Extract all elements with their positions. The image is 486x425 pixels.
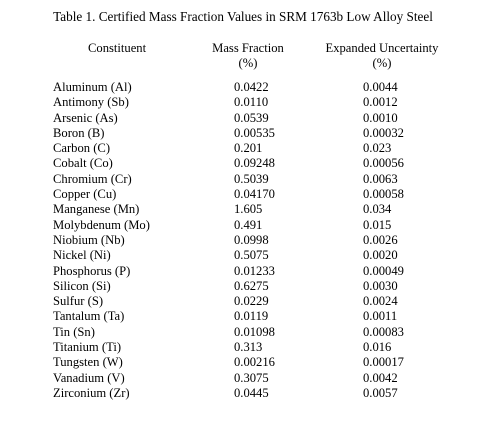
cell-constituent: Carbon (C) — [53, 141, 111, 156]
column-header-expanded-uncertainty-unit: (%) — [372, 56, 392, 70]
column-header-expanded-uncertainty-label: Expanded Uncertainty — [325, 41, 439, 55]
cell-constituent: Tungsten (W) — [53, 355, 123, 370]
cell-constituent: Boron (B) — [53, 125, 105, 140]
cell-mass-fraction: 0.04170 — [234, 187, 275, 202]
table-row: Boron (B) 0.00535 0.00032 — [0, 126, 486, 141]
table-row: Manganese (Mn) 1.605 0.034 — [0, 202, 486, 217]
cell-mass-fraction: 0.3075 — [234, 370, 269, 385]
table-caption: Table 1. Certified Mass Fraction Values … — [53, 9, 433, 24]
cell-constituent: Copper (Cu) — [53, 187, 117, 202]
cell-constituent: Antimony (Sb) — [53, 95, 129, 110]
table-row: Vanadium (V) 0.3075 0.0042 — [0, 371, 486, 386]
cell-mass-fraction: 0.09248 — [234, 156, 275, 171]
table-row: Carbon (C) 0.201 0.023 — [0, 141, 486, 156]
cell-constituent: Vanadium (V) — [53, 370, 125, 385]
cell-mass-fraction: 0.01098 — [234, 324, 275, 339]
cell-expanded-uncertainty: 0.00058 — [363, 187, 404, 202]
cell-expanded-uncertainty: 0.00032 — [363, 125, 404, 140]
cell-expanded-uncertainty: 0.0042 — [363, 370, 398, 385]
cell-constituent: Molybdenum (Mo) — [53, 217, 150, 232]
cell-constituent: Sulfur (S) — [53, 294, 104, 309]
cell-expanded-uncertainty: 0.00056 — [363, 156, 404, 171]
cell-constituent: Arsenic (As) — [53, 110, 118, 125]
table-row: Silicon (Si) 0.6275 0.0030 — [0, 279, 486, 294]
table-row: Tungsten (W) 0.00216 0.00017 — [0, 355, 486, 370]
cell-constituent: Silicon (Si) — [53, 278, 111, 293]
cell-mass-fraction: 0.201 — [234, 141, 263, 156]
cell-constituent: Aluminum (Al) — [53, 80, 132, 94]
cell-constituent: Tin (Sn) — [53, 324, 95, 339]
table-row: Tantalum (Ta) 0.0119 0.0011 — [0, 309, 486, 324]
column-header-mass-fraction-unit: (%) — [238, 56, 258, 70]
cell-expanded-uncertainty: 0.00017 — [363, 355, 404, 370]
cell-mass-fraction: 0.0110 — [234, 95, 269, 110]
table-row: Niobium (Nb) 0.0998 0.0026 — [0, 233, 486, 248]
cell-mass-fraction: 0.00535 — [234, 125, 275, 140]
cell-mass-fraction: 0.0998 — [234, 232, 269, 247]
cell-expanded-uncertainty: 0.0044 — [363, 80, 398, 94]
cell-mass-fraction: 0.00216 — [234, 355, 275, 370]
table-row: Copper (Cu) 0.04170 0.00058 — [0, 187, 486, 202]
table-row: Zirconium (Zr) 0.0445 0.0057 — [0, 386, 486, 401]
cell-expanded-uncertainty: 0.023 — [363, 141, 392, 156]
cell-constituent: Phosphorus (P) — [53, 263, 131, 278]
cell-mass-fraction: 0.6275 — [234, 278, 269, 293]
cell-constituent: Zirconium (Zr) — [53, 385, 130, 400]
cell-constituent: Chromium (Cr) — [53, 171, 132, 186]
table-row: Antimony (Sb) 0.0110 0.0012 — [0, 95, 486, 110]
table-row: Aluminum (Al) 0.0422 0.0044 — [0, 80, 486, 95]
cell-expanded-uncertainty: 0.0026 — [363, 232, 398, 247]
cell-expanded-uncertainty: 0.0030 — [363, 278, 398, 293]
table-row: Phosphorus (P) 0.01233 0.00049 — [0, 264, 486, 279]
cell-expanded-uncertainty: 0.015 — [363, 217, 392, 232]
cell-expanded-uncertainty: 0.016 — [363, 340, 392, 355]
cell-expanded-uncertainty: 0.00083 — [363, 324, 404, 339]
cell-mass-fraction: 0.0119 — [234, 309, 269, 324]
table-row: Chromium (Cr) 0.5039 0.0063 — [0, 172, 486, 187]
table-row: Sulfur (S) 0.0229 0.0024 — [0, 294, 486, 309]
table-row: Molybdenum (Mo) 0.491 0.015 — [0, 218, 486, 233]
cell-constituent: Cobalt (Co) — [53, 156, 113, 171]
table-row: Tin (Sn) 0.01098 0.00083 — [0, 325, 486, 340]
cell-expanded-uncertainty: 0.00049 — [363, 263, 404, 278]
cell-mass-fraction: 0.01233 — [234, 263, 275, 278]
cell-expanded-uncertainty: 0.0011 — [363, 309, 398, 324]
cell-mass-fraction: 0.491 — [234, 217, 263, 232]
cell-expanded-uncertainty: 0.0020 — [363, 248, 398, 263]
cell-constituent: Nickel (Ni) — [53, 248, 111, 263]
cell-constituent: Manganese (Mn) — [53, 202, 140, 217]
column-header-expanded-uncertainty: Expanded Uncertainty (%) — [320, 41, 444, 71]
cell-constituent: Niobium (Nb) — [53, 232, 125, 247]
column-header-constituent: Constituent — [88, 41, 147, 55]
cell-mass-fraction: 0.0445 — [234, 385, 269, 400]
cell-expanded-uncertainty: 0.0063 — [363, 171, 398, 186]
table-row: Cobalt (Co) 0.09248 0.00056 — [0, 156, 486, 171]
cell-mass-fraction: 0.313 — [234, 340, 263, 355]
column-header-mass-fraction: Mass Fraction (%) — [210, 41, 286, 71]
cell-constituent: Titanium (Ti) — [53, 340, 122, 355]
cell-mass-fraction: 0.0229 — [234, 294, 269, 309]
table-body: Aluminum (Al) 0.0422 0.0044 Antimony (Sb) 0.… — [0, 80, 486, 401]
table-row: Arsenic (As) 0.0539 0.0010 — [0, 111, 486, 126]
cell-mass-fraction: 1.605 — [234, 202, 263, 217]
cell-mass-fraction: 0.5075 — [234, 248, 269, 263]
cell-expanded-uncertainty: 0.034 — [363, 202, 392, 217]
cell-mass-fraction: 0.0539 — [234, 110, 269, 125]
cell-mass-fraction: 0.5039 — [234, 171, 269, 186]
table-row: Nickel (Ni) 0.5075 0.0020 — [0, 248, 486, 263]
cell-expanded-uncertainty: 0.0010 — [363, 110, 398, 125]
cell-constituent: Tantalum (Ta) — [53, 309, 125, 324]
cell-expanded-uncertainty: 0.0012 — [363, 95, 398, 110]
table-row: Titanium (Ti) 0.313 0.016 — [0, 340, 486, 355]
cell-mass-fraction: 0.0422 — [234, 80, 269, 94]
cell-expanded-uncertainty: 0.0024 — [363, 294, 398, 309]
cell-expanded-uncertainty: 0.0057 — [363, 385, 398, 400]
column-header-mass-fraction-label: Mass Fraction — [212, 41, 284, 55]
